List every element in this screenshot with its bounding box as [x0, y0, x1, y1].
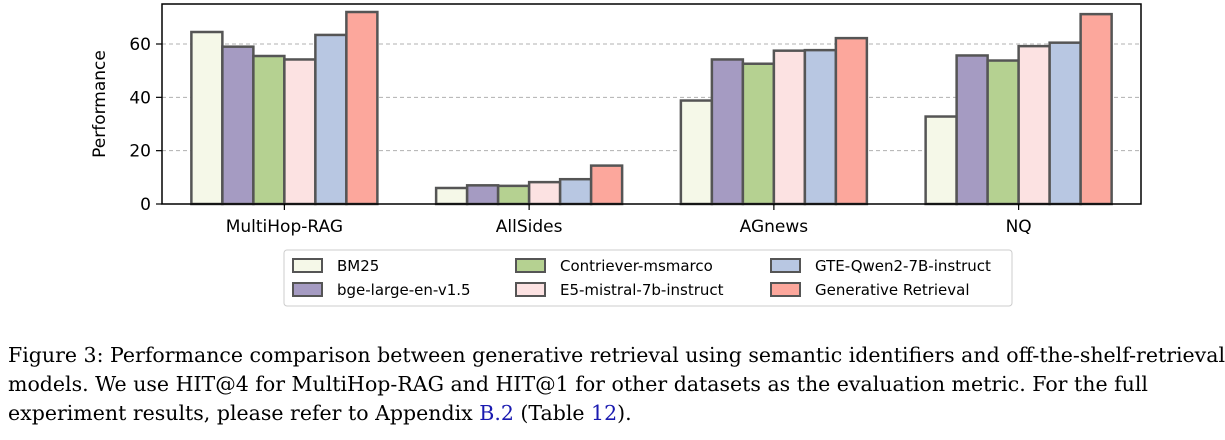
- legend-label: Generative Retrieval: [815, 281, 970, 299]
- appendix-link[interactable]: B.2: [479, 401, 514, 425]
- bar: [1079, 12, 1113, 206]
- bar: [986, 59, 1020, 206]
- legend-swatch: [292, 282, 323, 297]
- bar: [345, 10, 379, 206]
- legend-label: E5-mistral-7b-instruct: [560, 281, 724, 299]
- caption-text: (Table: [513, 401, 592, 425]
- caption-text: experiment results, please refer to Appe…: [8, 401, 480, 425]
- bar: [955, 54, 989, 206]
- bar: [496, 184, 531, 206]
- bar: [190, 30, 224, 206]
- bars-group: [190, 10, 1113, 206]
- bar: [252, 54, 286, 206]
- caption-text: ).: [617, 401, 632, 425]
- legend-swatch: [515, 258, 546, 273]
- legend-swatch: [292, 258, 323, 273]
- x-tick-label: AllSides: [496, 217, 563, 237]
- bar: [772, 49, 807, 206]
- y-axis-label: Performance: [90, 50, 110, 158]
- legend-swatch: [770, 282, 801, 297]
- bar: [283, 58, 317, 206]
- legend-swatch: [515, 282, 546, 297]
- x-tick-label: MultiHop-RAG: [226, 217, 343, 237]
- legend: BM25 bge-large-en-v1.5 Contriever-msmarco E…: [283, 249, 1013, 307]
- legend-label: Contriever-msmarco: [560, 257, 713, 275]
- legend-label: GTE-Qwen2-7B-instruct: [815, 257, 991, 275]
- plot-frame: [161, 3, 1142, 205]
- bar: [465, 184, 500, 206]
- bar: [527, 180, 562, 206]
- bar: [434, 186, 469, 206]
- table-link[interactable]: 12: [591, 401, 618, 425]
- bar: [1017, 44, 1051, 206]
- legend-swatch: [770, 258, 801, 273]
- bar: [314, 33, 348, 206]
- legend-label: BM25: [337, 257, 379, 275]
- bar: [924, 115, 958, 206]
- bar: [679, 99, 714, 206]
- bar-chart: 0 20 40 60 MultiHop-RAG AllSides AGnews NQ Per…: [90, 3, 1142, 307]
- y-axis-ticks: 0 20 40 60: [129, 35, 162, 215]
- bar: [803, 48, 838, 206]
- x-axis-ticks: MultiHop-RAG AllSides AGnews NQ: [226, 204, 1032, 237]
- figure-caption: Figure 3: Performance comparison between…: [8, 341, 1225, 428]
- y-tick-label: 60: [129, 35, 151, 55]
- x-tick-label: AGnews: [740, 217, 809, 237]
- bar: [589, 164, 624, 206]
- bar: [741, 62, 776, 206]
- caption-line-1: Figure 3: Performance comparison between…: [8, 343, 1225, 367]
- caption-line-3: experiment results, please refer to Appe…: [8, 399, 1222, 428]
- bar: [710, 58, 745, 206]
- bar: [834, 36, 869, 206]
- y-tick-label: 40: [129, 88, 151, 108]
- caption-line-2: models. We use HIT@4 for MultiHop-RAG an…: [8, 372, 1148, 396]
- x-tick-label: NQ: [1006, 217, 1032, 237]
- legend-box: [283, 249, 1013, 307]
- bar: [558, 177, 593, 206]
- y-tick-label: 20: [129, 142, 151, 162]
- bar: [221, 45, 255, 206]
- bar: [1048, 41, 1082, 206]
- legend-label: bge-large-en-v1.5: [337, 281, 471, 299]
- y-tick-label: 0: [140, 195, 151, 215]
